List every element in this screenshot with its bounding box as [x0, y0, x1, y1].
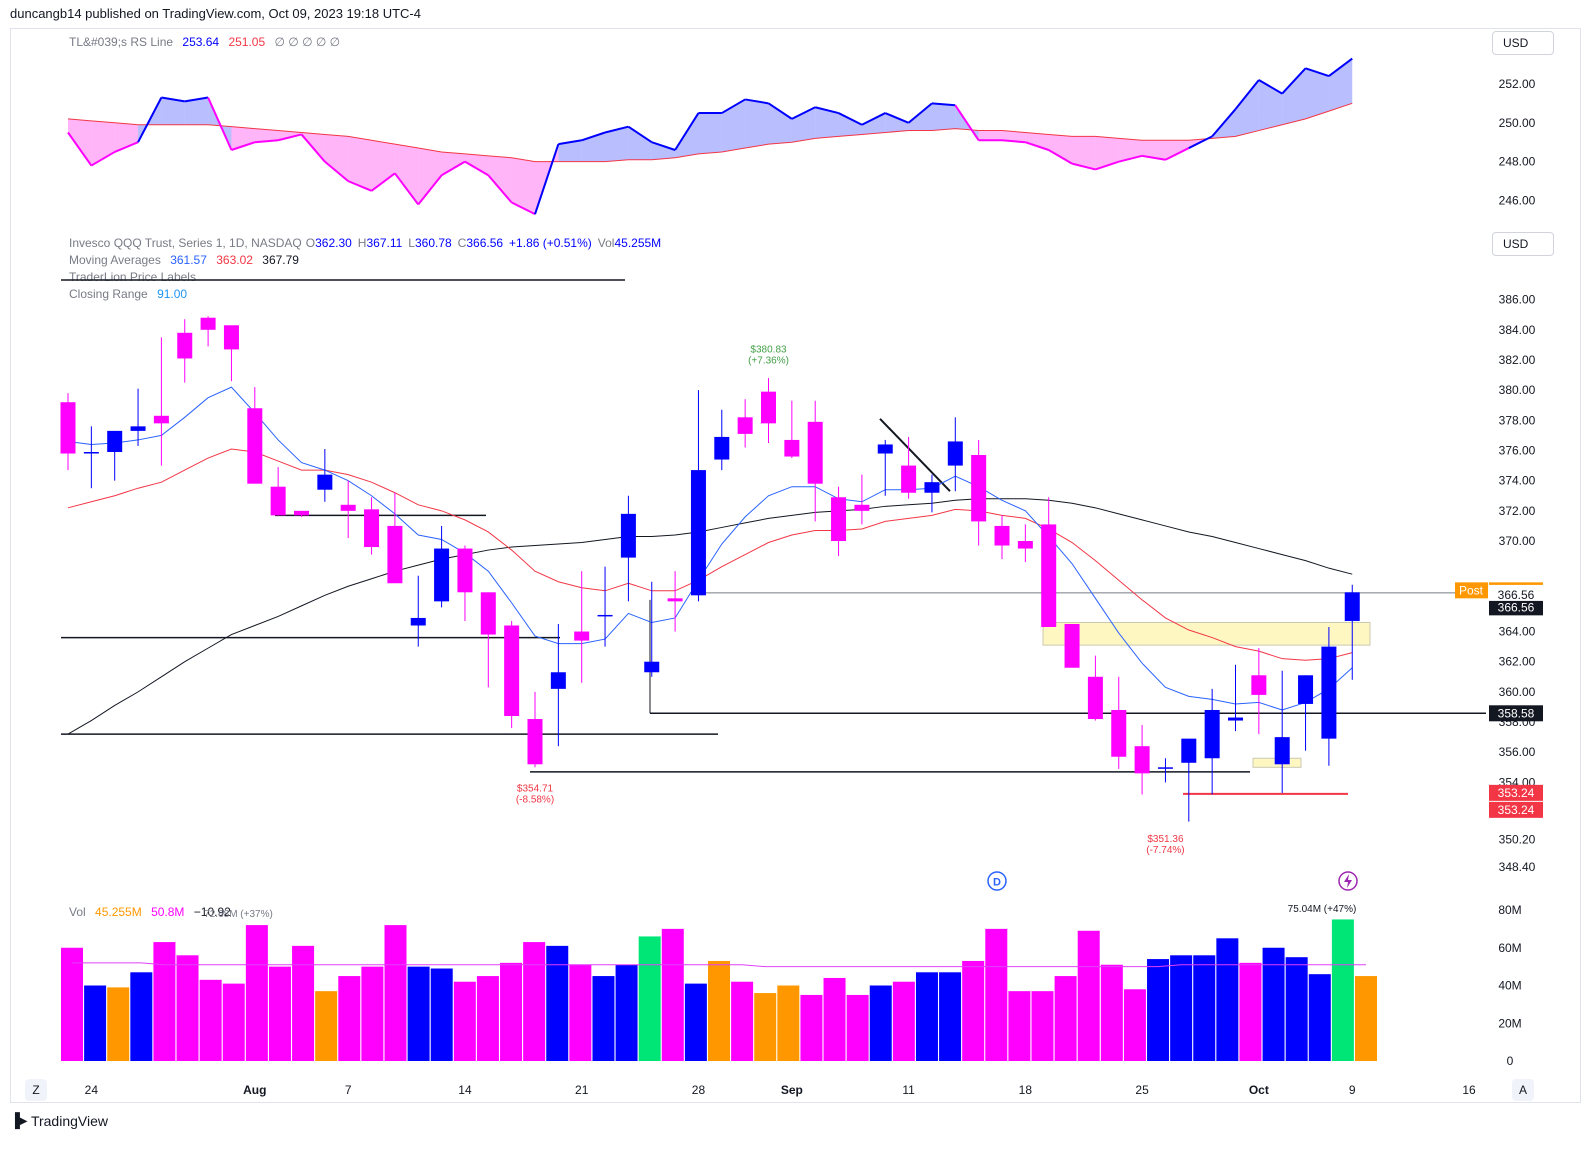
high-label: H — [357, 236, 367, 250]
low-value: 360.78 — [414, 236, 452, 250]
ma-title: Moving Averages — [69, 253, 161, 267]
tradingview-logo-icon: ▐▸ — [10, 1112, 27, 1128]
vol-v1: 45.255M — [95, 905, 142, 919]
footer-brand: TradingView — [30, 1112, 108, 1129]
footer: ▐▸ TradingView — [10, 1112, 108, 1129]
price-title: Invesco QQQ Trust, Series 1, 1D, NASDAQ — [69, 236, 302, 250]
price-labels-legend: TraderLion Price Labels — [69, 270, 196, 284]
high-value: 367.11 — [366, 236, 403, 250]
closing-range-title: Closing Range — [69, 287, 148, 301]
published-header: duncangb14 published on TradingView.com,… — [10, 6, 421, 21]
vol-legend: Vol 45.255M 50.8M −10.92 72.68M (+37%) — [69, 905, 279, 920]
price-legend: Invesco QQQ Trust, Series 1, 1D, NASDAQ O… — [69, 236, 667, 250]
vol-title: Vol — [69, 905, 86, 919]
ma1-value: 361.57 — [170, 253, 207, 267]
closing-range-legend: Closing Range 91.00 — [69, 287, 193, 301]
close-value: 366.56 — [466, 236, 504, 250]
chart-frame — [10, 28, 1581, 1103]
rs-nulls: ∅ ∅ ∅ ∅ ∅ — [274, 35, 341, 49]
vol-value: 45.255M — [614, 236, 662, 250]
open-label: O — [305, 236, 316, 250]
rs-legend: TL&#039;s RS Line 253.64 251.05 ∅ ∅ ∅ ∅ … — [69, 35, 346, 49]
vol-v3: −10.92 — [193, 905, 231, 919]
rs-title: TL&#039;s RS Line — [69, 35, 174, 49]
closing-range-value: 91.00 — [157, 287, 188, 301]
vol-label: Vol — [597, 236, 615, 250]
low-label: L — [408, 236, 415, 250]
vol-v2: 50.8M — [151, 905, 185, 919]
ma-legend: Moving Averages 361.57 363.02 367.79 — [69, 253, 305, 267]
rs-value1: 253.64 — [182, 35, 220, 49]
ma2-value: 363.02 — [216, 253, 253, 267]
rs-currency-button[interactable]: USD — [1492, 31, 1554, 55]
ma3-value: 367.79 — [262, 253, 299, 267]
price-currency-button[interactable]: USD — [1492, 232, 1554, 256]
change-value: +1.86 (+0.51%) — [509, 236, 592, 250]
vol-v4: 72.68M (+37%) — [204, 909, 273, 920]
auto-scale-button[interactable]: A — [1512, 1079, 1534, 1101]
open-value: 362.30 — [315, 236, 352, 250]
zoom-button[interactable]: Z — [25, 1079, 47, 1101]
close-label: C — [457, 236, 467, 250]
rs-value2: 251.05 — [228, 35, 266, 49]
